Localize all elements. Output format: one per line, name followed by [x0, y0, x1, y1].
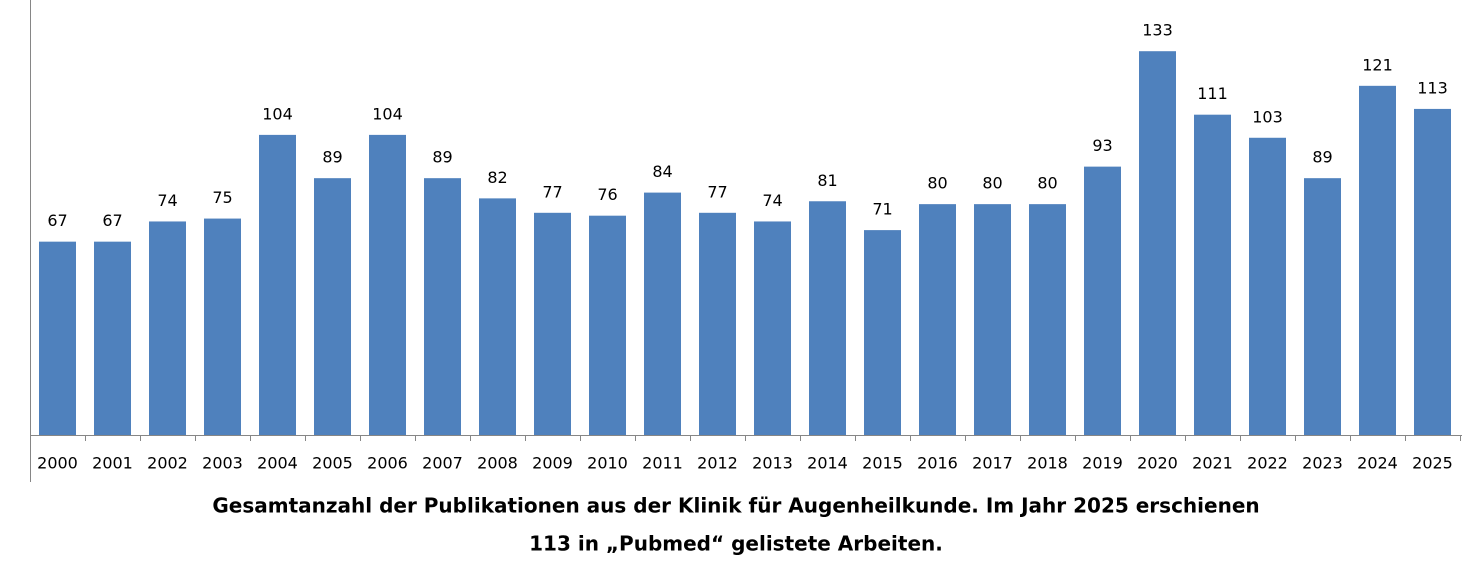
- bar: [1194, 114, 1231, 435]
- data-label: 80: [927, 174, 947, 193]
- data-label: 104: [372, 104, 403, 123]
- caption: Gesamtanzahl der Publikationen aus der K…: [212, 494, 1259, 518]
- x-tick-label: 2017: [972, 454, 1013, 473]
- bar: [1029, 204, 1066, 435]
- bar: [39, 241, 76, 435]
- data-label: 77: [707, 182, 727, 201]
- bar: [314, 178, 351, 435]
- bar: [974, 204, 1011, 435]
- bar: [1084, 166, 1121, 435]
- bar: [1249, 137, 1286, 435]
- data-label: 89: [432, 148, 452, 167]
- bar: [479, 198, 516, 435]
- data-label: 74: [157, 191, 177, 210]
- data-label: 82: [487, 168, 507, 187]
- x-tick-label: 2006: [367, 454, 408, 473]
- bar: [809, 201, 846, 435]
- data-label: 93: [1092, 136, 1112, 155]
- bar: [699, 212, 736, 435]
- data-label: 84: [652, 162, 672, 181]
- data-label: 89: [1312, 148, 1332, 167]
- data-label: 67: [47, 211, 67, 230]
- x-tick-label: 2014: [807, 454, 848, 473]
- x-tick-label: 2002: [147, 454, 188, 473]
- data-label: 103: [1252, 107, 1283, 126]
- bar: [919, 204, 956, 435]
- bar: [259, 134, 296, 435]
- bar: [424, 178, 461, 435]
- bar: [204, 218, 241, 435]
- data-label: 67: [102, 211, 122, 230]
- data-label: 80: [982, 174, 1002, 193]
- bar: [1139, 51, 1176, 435]
- x-tick-label: 2012: [697, 454, 738, 473]
- x-tick-label: 2009: [532, 454, 573, 473]
- bar: [149, 221, 186, 435]
- x-tick-label: 2020: [1137, 454, 1178, 473]
- x-tick-label: 2007: [422, 454, 463, 473]
- data-label: 111: [1197, 84, 1228, 103]
- data-label: 77: [542, 182, 562, 201]
- x-tick-label: 2021: [1192, 454, 1233, 473]
- x-tick-label: 2000: [37, 454, 78, 473]
- bar: [1359, 85, 1396, 435]
- bar: [644, 192, 681, 435]
- x-tick-label: 2025: [1412, 454, 1453, 473]
- data-label: 104: [262, 104, 293, 123]
- x-tick-label: 2022: [1247, 454, 1288, 473]
- bar: [94, 241, 131, 435]
- x-tick-label: 2010: [587, 454, 628, 473]
- data-label: 89: [322, 148, 342, 167]
- x-tick-label: 2015: [862, 454, 903, 473]
- x-tick-label: 2023: [1302, 454, 1343, 473]
- data-label: 74: [762, 191, 782, 210]
- bar: [1414, 108, 1451, 436]
- bar: [369, 134, 406, 435]
- data-label: 113: [1417, 78, 1448, 97]
- x-tick-label: 2024: [1357, 454, 1398, 473]
- bar: [864, 230, 901, 435]
- bar: [1304, 178, 1341, 435]
- x-tick-label: 2018: [1027, 454, 1068, 473]
- caption: 113 in „Pubmed“ gelistete Arbeiten.: [529, 532, 943, 556]
- bar: [589, 215, 626, 435]
- x-tick-label: 2004: [257, 454, 298, 473]
- x-tick-label: 2005: [312, 454, 353, 473]
- data-label: 80: [1037, 174, 1057, 193]
- data-label: 76: [597, 185, 617, 204]
- x-tick-label: 2016: [917, 454, 958, 473]
- data-label: 75: [212, 188, 232, 207]
- x-tick-label: 2011: [642, 454, 683, 473]
- bar: [754, 221, 791, 435]
- x-tick-label: 2001: [92, 454, 133, 473]
- data-label: 121: [1362, 55, 1393, 74]
- data-label: 133: [1142, 21, 1173, 40]
- x-tick-label: 2013: [752, 454, 793, 473]
- x-tick-label: 2003: [202, 454, 243, 473]
- data-label: 71: [872, 200, 892, 219]
- x-tick-label: 2019: [1082, 454, 1123, 473]
- data-label: 81: [817, 171, 837, 190]
- bar: [534, 212, 571, 435]
- x-tick-label: 2008: [477, 454, 518, 473]
